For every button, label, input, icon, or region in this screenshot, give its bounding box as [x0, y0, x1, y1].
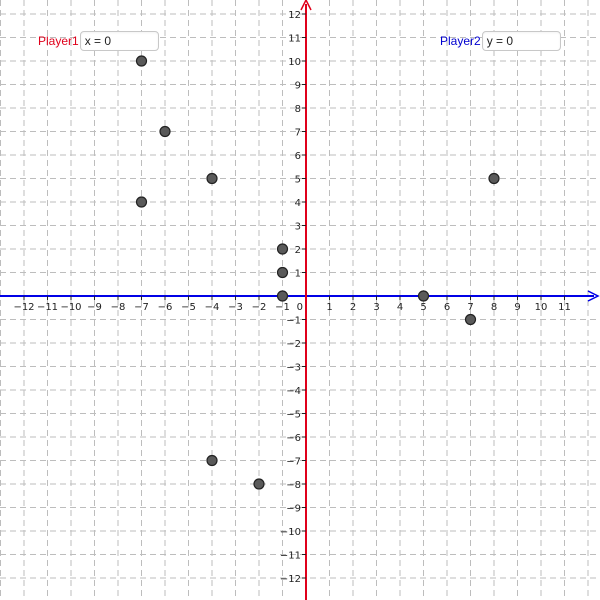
y-tick-label: 11 — [288, 34, 301, 45]
x-tick-label: 2 — [350, 302, 356, 313]
y-tick-label: 6 — [295, 151, 301, 162]
point[interactable] — [417, 290, 430, 302]
y-axis-arrow — [300, 0, 312, 11]
y-tick-label: −6 — [286, 433, 301, 444]
y-tick-label: 2 — [295, 245, 301, 256]
x-tick-label: 5 — [420, 302, 426, 313]
x-tick-label: −4 — [205, 302, 220, 313]
y-tick-label: −2 — [286, 339, 301, 350]
x-tick-label: 9 — [514, 302, 520, 313]
point[interactable] — [276, 290, 289, 302]
point[interactable] — [276, 266, 289, 279]
x-tick-label: −5 — [181, 302, 196, 313]
y-tick-label: −11 — [280, 551, 301, 562]
x-tick-label: 1 — [326, 302, 332, 313]
y-tick-label: −5 — [286, 410, 301, 421]
y-tick-label: 3 — [295, 222, 301, 233]
x-tick-label: −7 — [134, 302, 149, 313]
y-tick-label: −12 — [280, 574, 301, 585]
x-tick-label: −12 — [13, 302, 34, 313]
x-tick-label: 8 — [491, 302, 497, 313]
player2-input[interactable]: y = 0 — [481, 31, 561, 51]
y-tick-label: −8 — [286, 480, 301, 491]
points-layer — [135, 55, 500, 490]
point[interactable] — [206, 172, 218, 185]
x-tick-label: −8 — [111, 302, 126, 313]
y-tick-label: −3 — [286, 363, 301, 374]
x-tick-label: −9 — [87, 302, 102, 313]
point[interactable] — [159, 125, 171, 138]
x-tick-label: 4 — [397, 302, 403, 313]
point[interactable] — [276, 243, 289, 255]
y-tick-label: 9 — [295, 81, 301, 92]
point[interactable] — [253, 478, 265, 490]
x-tick-label: 3 — [373, 302, 379, 313]
point[interactable] — [135, 196, 148, 208]
y-tick-label: 1 — [295, 269, 301, 280]
y-tick-label: −4 — [286, 386, 301, 397]
point[interactable] — [206, 454, 218, 467]
y-tick-label: 8 — [295, 104, 301, 115]
player2-label: Player2 — [440, 34, 481, 48]
player1-input[interactable]: x = 0 — [79, 31, 159, 51]
y-tick-label: 10 — [288, 57, 301, 68]
tick-labels: −12 −11 −10 −9 −8 −7 −6 −5 −4 −3 −2 −1 1 2 3 4 5 6 7 8 9 10 11… — [13, 10, 570, 585]
point[interactable] — [135, 55, 148, 67]
y-tick-label: 4 — [295, 198, 301, 209]
x-tick-label: 7 — [467, 302, 473, 313]
x-tick-label: −1 — [275, 302, 290, 313]
point[interactable] — [464, 313, 477, 326]
player1-label: Player1 — [38, 34, 79, 48]
y-tick-label: −7 — [286, 457, 301, 468]
point[interactable] — [488, 172, 500, 185]
x-tick-label: −2 — [252, 302, 267, 313]
x-tick-label: −11 — [37, 302, 58, 313]
player2-input-group: Player2 y = 0 — [440, 31, 561, 51]
y-tick-label: 5 — [295, 175, 301, 186]
y-tick-label: 12 — [288, 10, 301, 21]
x-axis-arrow — [587, 290, 600, 302]
x-tick-label: 6 — [444, 302, 450, 313]
x-tick-label: 10 — [535, 302, 548, 313]
origin-label: 0 — [297, 302, 303, 313]
y-tick-label: 7 — [295, 128, 301, 139]
x-tick-label: 11 — [558, 302, 571, 313]
y-tick-label: −1 — [286, 316, 301, 327]
x-tick-label: −6 — [158, 302, 173, 313]
player1-input-group: Player1 x = 0 — [38, 31, 159, 51]
y-tick-label: −9 — [286, 504, 301, 515]
x-tick-label: −3 — [228, 302, 243, 313]
x-tick-label: −10 — [60, 302, 81, 313]
y-tick-label: −10 — [280, 527, 301, 538]
